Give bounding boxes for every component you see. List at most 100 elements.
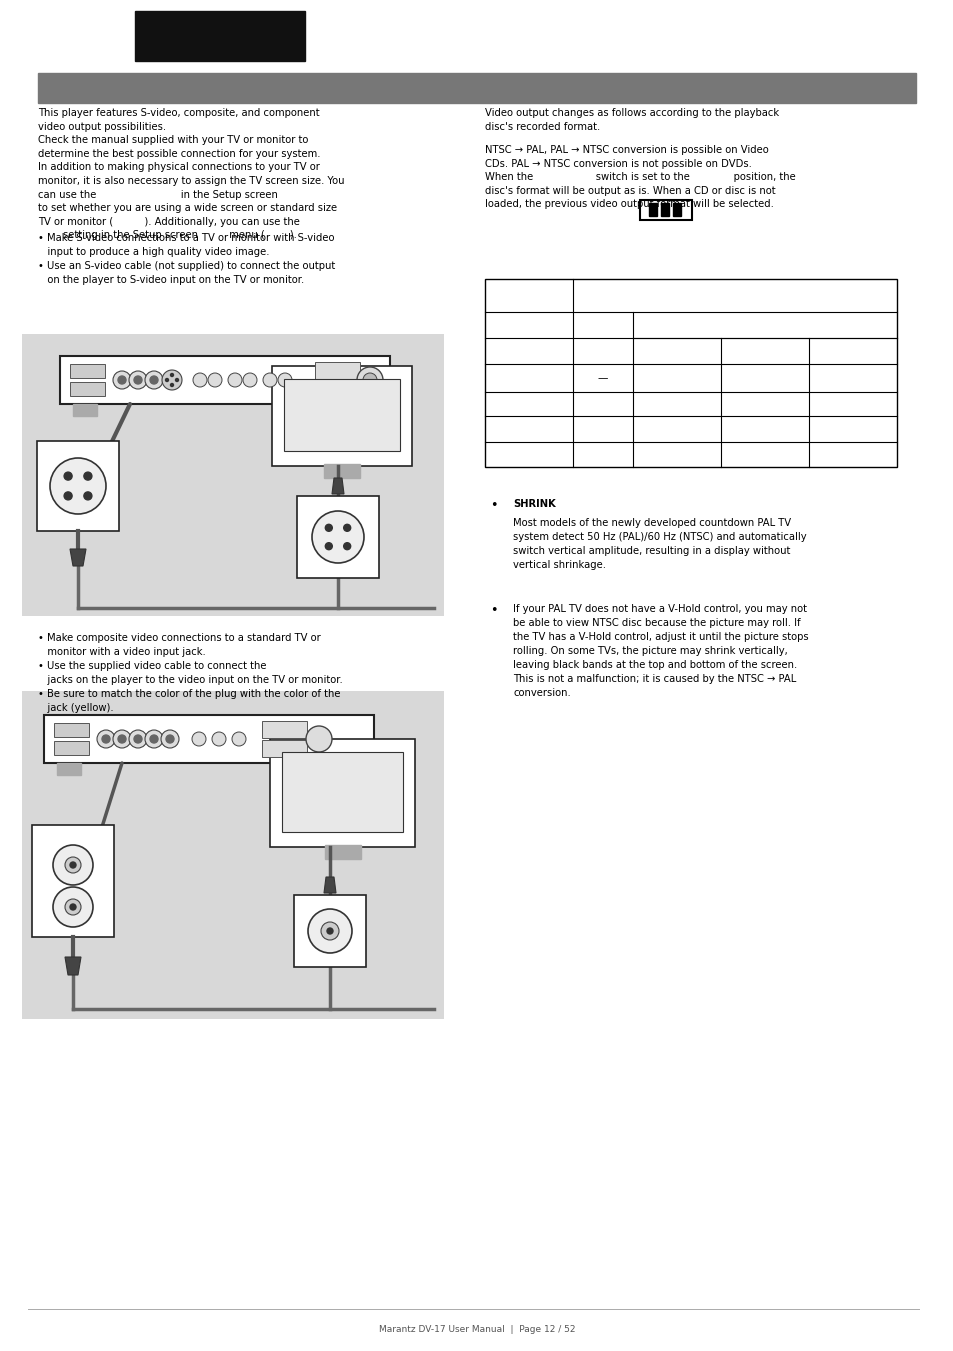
Circle shape bbox=[133, 735, 142, 743]
Circle shape bbox=[263, 373, 276, 386]
Text: This player features S-video, composite, and component
video output possibilitie: This player features S-video, composite,… bbox=[38, 108, 344, 240]
Bar bbox=[57, 763, 81, 775]
Circle shape bbox=[129, 730, 147, 748]
Bar bbox=[324, 844, 360, 859]
Circle shape bbox=[145, 730, 163, 748]
Text: • Make composite video connections to a standard TV or
   monitor with a video i: • Make composite video connections to a … bbox=[38, 634, 342, 713]
Circle shape bbox=[102, 735, 110, 743]
Circle shape bbox=[70, 862, 76, 867]
Bar bbox=[262, 740, 307, 757]
Circle shape bbox=[118, 735, 126, 743]
Circle shape bbox=[327, 928, 333, 934]
Circle shape bbox=[312, 511, 364, 563]
Bar bbox=[135, 11, 305, 61]
Bar bbox=[60, 357, 390, 404]
Text: •: • bbox=[490, 604, 497, 617]
Bar bbox=[639, 200, 691, 220]
Circle shape bbox=[171, 373, 173, 377]
Bar bbox=[70, 363, 105, 378]
Bar bbox=[284, 380, 399, 451]
Bar bbox=[353, 404, 376, 416]
Circle shape bbox=[161, 730, 179, 748]
Circle shape bbox=[53, 844, 92, 885]
Circle shape bbox=[97, 730, 115, 748]
Circle shape bbox=[64, 471, 72, 480]
Circle shape bbox=[193, 373, 207, 386]
Bar bbox=[484, 280, 896, 467]
Circle shape bbox=[50, 458, 106, 513]
Circle shape bbox=[64, 492, 72, 500]
Circle shape bbox=[320, 921, 338, 940]
Circle shape bbox=[112, 730, 131, 748]
Circle shape bbox=[232, 732, 246, 746]
Circle shape bbox=[308, 909, 352, 952]
Circle shape bbox=[228, 373, 242, 386]
Bar bbox=[73, 404, 97, 416]
Polygon shape bbox=[65, 957, 81, 975]
Circle shape bbox=[65, 898, 81, 915]
Circle shape bbox=[363, 373, 376, 386]
Circle shape bbox=[84, 492, 91, 500]
Bar bbox=[660, 203, 668, 216]
Bar bbox=[648, 203, 657, 216]
Circle shape bbox=[84, 471, 91, 480]
Text: NTSC → PAL, PAL → NTSC conversion is possible on Video
CDs. PAL → NTSC conversio: NTSC → PAL, PAL → NTSC conversion is pos… bbox=[484, 145, 795, 209]
Circle shape bbox=[166, 735, 173, 743]
Polygon shape bbox=[324, 877, 335, 893]
Bar bbox=[314, 381, 359, 399]
Text: If your PAL TV does not have a V-Hold control, you may not
be able to view NTSC : If your PAL TV does not have a V-Hold co… bbox=[513, 604, 808, 698]
Circle shape bbox=[150, 735, 158, 743]
Polygon shape bbox=[332, 478, 344, 494]
Circle shape bbox=[133, 376, 142, 384]
Circle shape bbox=[150, 376, 158, 384]
Circle shape bbox=[175, 378, 178, 381]
Circle shape bbox=[65, 857, 81, 873]
Text: • Make S-video connections to a TV or monitor with S-video
   input to produce a: • Make S-video connections to a TV or mo… bbox=[38, 232, 335, 285]
Circle shape bbox=[118, 376, 126, 384]
Bar bbox=[32, 825, 113, 938]
Text: SHRINK: SHRINK bbox=[513, 499, 556, 509]
Text: •: • bbox=[490, 499, 497, 512]
Bar bbox=[336, 763, 360, 775]
Bar bbox=[22, 690, 443, 1019]
Circle shape bbox=[192, 732, 206, 746]
Polygon shape bbox=[70, 549, 86, 566]
Circle shape bbox=[343, 543, 351, 550]
Text: —: — bbox=[598, 373, 608, 382]
Circle shape bbox=[356, 367, 382, 393]
Circle shape bbox=[145, 372, 163, 389]
Bar bbox=[262, 721, 307, 738]
Bar bbox=[44, 715, 374, 763]
Text: Most models of the newly developed countdown PAL TV
system detect 50 Hz (PAL)/60: Most models of the newly developed count… bbox=[513, 517, 806, 570]
Circle shape bbox=[212, 732, 226, 746]
Circle shape bbox=[162, 370, 182, 390]
Bar bbox=[37, 440, 119, 531]
Circle shape bbox=[112, 372, 131, 389]
Bar bbox=[22, 334, 443, 616]
Bar bbox=[270, 739, 415, 847]
Circle shape bbox=[343, 524, 351, 531]
Circle shape bbox=[325, 524, 332, 531]
Circle shape bbox=[165, 378, 169, 381]
Circle shape bbox=[208, 373, 222, 386]
Bar bbox=[38, 73, 915, 103]
Text: Marantz DV-17 User Manual  |  Page 12 / 52: Marantz DV-17 User Manual | Page 12 / 52 bbox=[378, 1324, 575, 1333]
Circle shape bbox=[70, 904, 76, 911]
Bar bbox=[672, 203, 680, 216]
Circle shape bbox=[243, 373, 256, 386]
Circle shape bbox=[171, 384, 173, 386]
Circle shape bbox=[53, 888, 92, 927]
Circle shape bbox=[129, 372, 147, 389]
Circle shape bbox=[277, 373, 292, 386]
Bar bbox=[70, 382, 105, 396]
Bar bbox=[282, 753, 402, 832]
Bar bbox=[296, 496, 378, 578]
Text: Video output changes as follows according to the playback
disc's recorded format: Video output changes as follows accordin… bbox=[484, 108, 779, 131]
Bar bbox=[54, 723, 89, 738]
Bar bbox=[324, 463, 359, 478]
Bar bbox=[294, 894, 366, 967]
Circle shape bbox=[325, 543, 332, 550]
Circle shape bbox=[306, 725, 332, 753]
Bar bbox=[314, 362, 359, 380]
Bar bbox=[54, 740, 89, 755]
